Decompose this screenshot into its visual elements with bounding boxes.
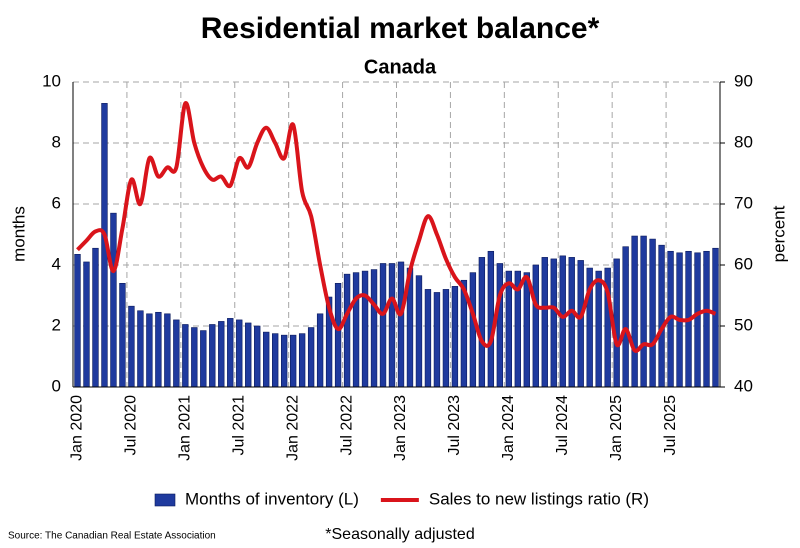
x-tick-label: Jan 2020	[69, 395, 86, 461]
legend-swatch	[154, 493, 176, 507]
bar	[155, 311, 162, 388]
bar	[613, 258, 620, 388]
bar	[559, 255, 566, 388]
x-tick-label: Jul 2025	[662, 395, 679, 456]
bar	[379, 263, 387, 388]
x-tick-label: Jan 2023	[392, 395, 409, 461]
bar	[83, 261, 90, 388]
bar	[451, 286, 459, 388]
bar	[523, 272, 530, 388]
bar	[164, 313, 171, 388]
bar	[370, 269, 378, 388]
bar	[478, 257, 486, 388]
bar	[289, 334, 297, 388]
bar	[92, 247, 99, 388]
bar	[388, 263, 396, 388]
x-tick-label: Jul 2021	[230, 395, 247, 456]
bar	[182, 324, 189, 388]
bar	[712, 247, 719, 388]
bar	[361, 270, 369, 388]
bar	[343, 273, 351, 388]
bar	[272, 333, 279, 388]
y-tick-label: 2	[52, 315, 61, 334]
bar	[622, 246, 629, 388]
bar	[236, 319, 243, 388]
bar	[505, 270, 513, 388]
legend-label: Months of inventory (L)	[185, 489, 359, 508]
bar	[541, 257, 548, 388]
y-axis-label: months	[9, 206, 28, 262]
bar	[191, 327, 198, 388]
bar	[316, 313, 324, 388]
bar	[424, 289, 432, 388]
bar	[218, 321, 225, 388]
y2-tick-label: 60	[734, 254, 753, 273]
line	[76, 101, 717, 353]
y-tick-label: 6	[52, 193, 61, 212]
x-tick-label: Jan 2024	[500, 395, 517, 461]
chart-subtitle: Canada	[364, 56, 437, 78]
bar	[119, 282, 126, 388]
y-tick-label: 10	[42, 71, 61, 90]
bar	[209, 324, 216, 388]
bar	[640, 235, 647, 388]
bar	[487, 250, 495, 388]
y2-tick-label: 50	[734, 315, 753, 334]
bar	[568, 257, 575, 388]
bar	[280, 334, 288, 388]
source-note: Source: The Canadian Real Estate Associa…	[8, 531, 216, 542]
y2-tick-label: 80	[734, 132, 753, 151]
y2-tick-label: 90	[734, 71, 753, 90]
x-tick-label: Jul 2024	[554, 395, 571, 456]
bar	[110, 212, 117, 388]
bar	[352, 272, 360, 388]
y2-tick-label: 40	[734, 376, 753, 395]
y-tick-label: 0	[52, 376, 61, 395]
y2-axis-label: percent	[769, 205, 788, 262]
bar	[137, 310, 144, 388]
bar	[649, 238, 656, 388]
footnote: *Seasonally adjusted	[325, 526, 474, 543]
bar	[397, 261, 405, 388]
bar	[496, 263, 504, 388]
bar	[577, 260, 584, 388]
bar	[254, 325, 261, 388]
bar	[631, 235, 638, 388]
bar	[415, 275, 423, 388]
chart-title: Residential market balance*	[201, 12, 600, 45]
bar	[703, 250, 710, 388]
legend-label: Sales to new listings ratio (R)	[429, 489, 649, 508]
bar	[74, 254, 81, 388]
bar	[469, 272, 477, 388]
x-tick-label: Jan 2022	[284, 395, 301, 461]
bar	[532, 264, 539, 388]
x-tick-label: Jan 2025	[608, 395, 625, 461]
bar	[146, 313, 153, 388]
bar	[173, 319, 180, 388]
x-tick-label: Jul 2022	[338, 395, 355, 456]
bar	[595, 270, 602, 388]
y-tick-label: 8	[52, 132, 61, 151]
bar	[200, 330, 207, 388]
bar	[298, 333, 306, 388]
bar	[128, 305, 135, 388]
bar	[307, 327, 315, 388]
bar	[334, 282, 342, 388]
y-tick-label: 4	[52, 254, 61, 273]
x-tick-label: Jul 2020	[123, 395, 140, 456]
bar	[550, 258, 557, 388]
bar	[433, 292, 441, 388]
y2-tick-label: 70	[734, 193, 753, 212]
bar	[227, 318, 234, 388]
bar	[694, 252, 701, 388]
bar	[263, 331, 270, 388]
x-tick-label: Jan 2021	[177, 395, 194, 461]
bar	[245, 322, 252, 388]
bar	[658, 244, 665, 388]
x-tick-label: Jul 2023	[446, 395, 463, 456]
bar	[442, 289, 450, 388]
